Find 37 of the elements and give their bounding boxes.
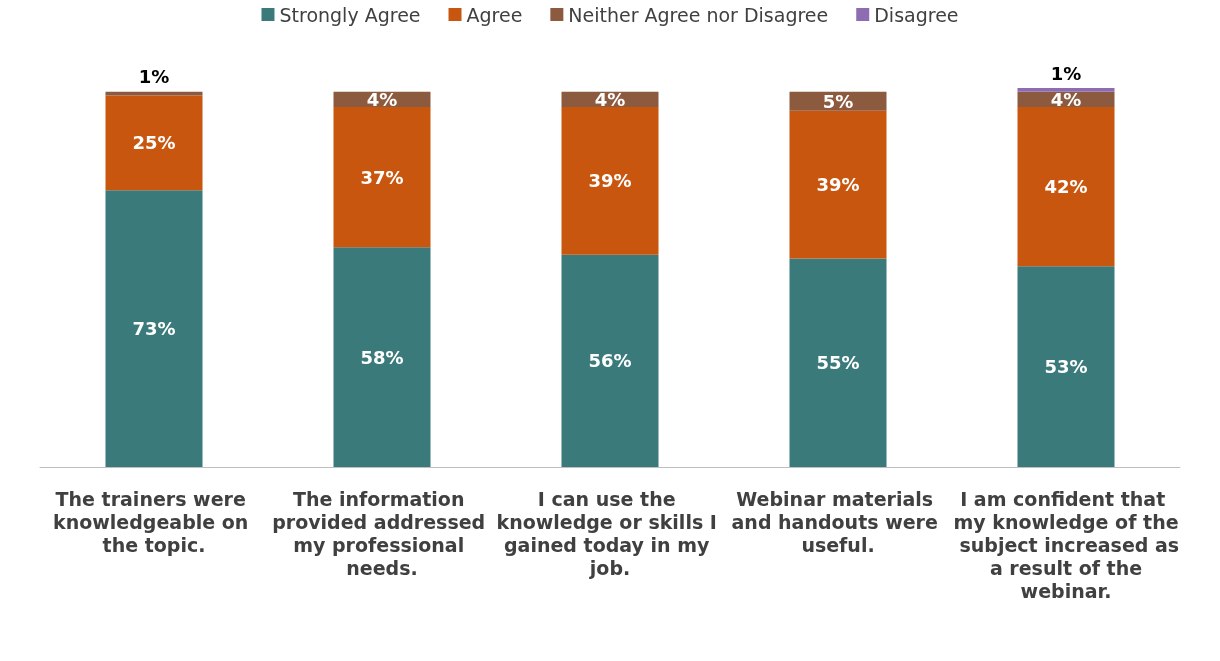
bar (333, 247, 431, 467)
bar (105, 91, 203, 96)
data-label: 53% (1044, 356, 1088, 378)
data-label: 5% (822, 90, 854, 112)
data-label: 39% (588, 170, 632, 192)
bar (1017, 106, 1115, 267)
data-label: 25% (132, 132, 176, 154)
x-tick-label: I can use the knowledge or skills I gained today in my job. (496, 487, 724, 579)
x-tick-label: Webinar materials and handouts were useful. (731, 487, 945, 556)
data-label: 42% (1044, 176, 1088, 198)
bar (789, 258, 887, 467)
data-label: 1% (138, 66, 170, 88)
bar (789, 110, 887, 259)
bar (105, 95, 203, 191)
data-label: 58% (360, 346, 404, 368)
bar (561, 106, 659, 255)
data-label: 4% (594, 88, 626, 110)
legend-label: Disagree (874, 3, 959, 26)
data-label: 37% (360, 166, 404, 188)
data-label: 1% (1050, 62, 1082, 84)
x-tick-label: The trainers were knowledgeable on the topic. (53, 487, 255, 556)
bar (333, 106, 431, 248)
bar (1017, 88, 1115, 92)
bar (1017, 266, 1115, 467)
legend-label: Neither Agree nor Disagree (568, 3, 829, 26)
data-label: 55% (816, 352, 860, 374)
data-label: 4% (1050, 88, 1082, 110)
x-tick-label: The information provided addressed my professional needs. (272, 487, 492, 579)
legend-label: Strongly Agree (279, 3, 421, 26)
legend-label: Agree (466, 3, 523, 26)
data-label: 56% (588, 350, 632, 372)
data-label: 39% (816, 174, 860, 196)
x-tick-label: I am confident that my knowledge of the subject increased as a result of the webinar. (952, 487, 1180, 602)
data-label: 73% (132, 318, 176, 340)
data-label: 4% (366, 88, 398, 110)
bar (561, 254, 659, 467)
bar (105, 190, 203, 467)
